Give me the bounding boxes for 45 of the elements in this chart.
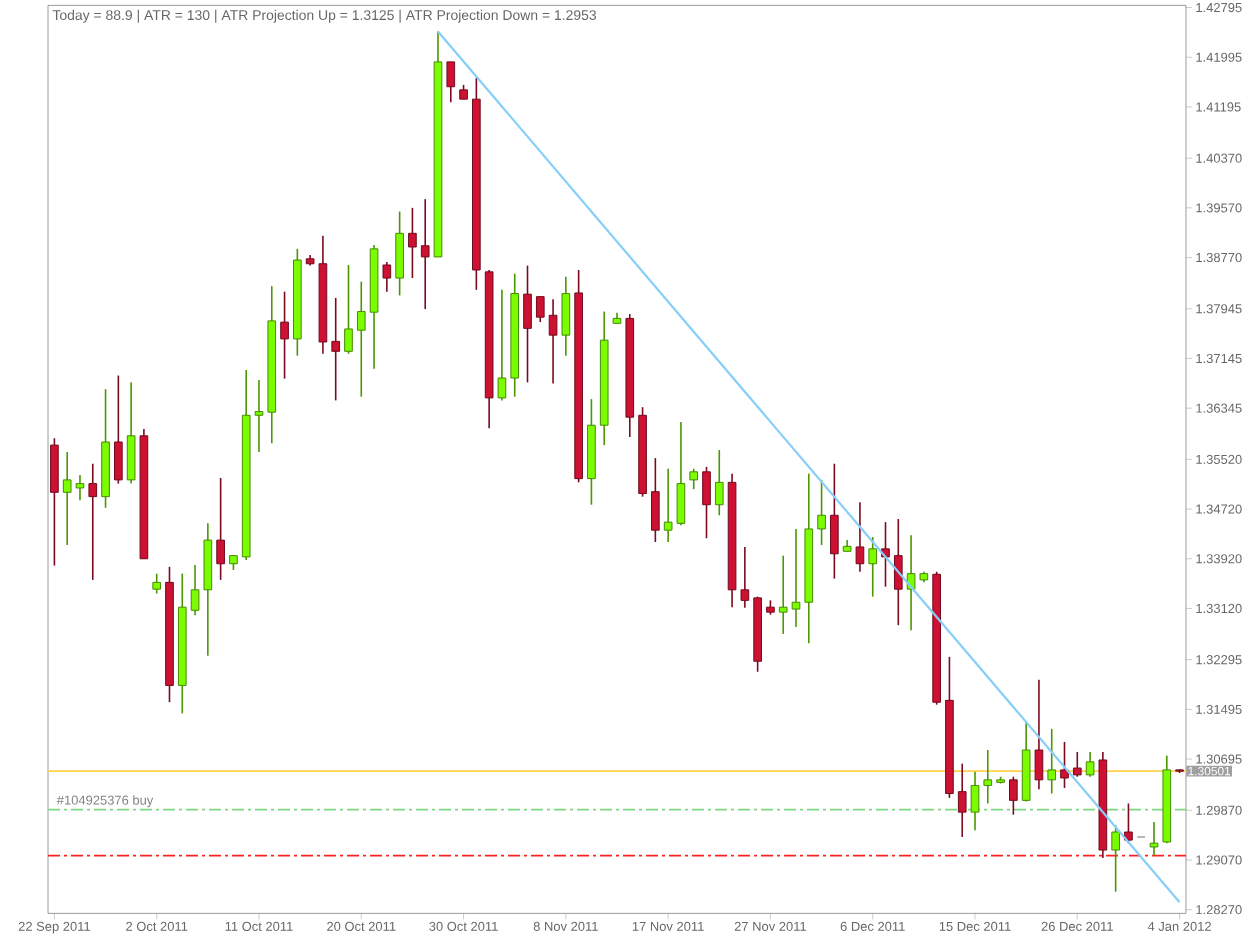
candlestick <box>893 518 903 627</box>
candlestick <box>702 466 711 540</box>
candlestick <box>817 479 826 547</box>
candlestick <box>88 463 98 581</box>
candlestick <box>957 763 967 839</box>
candlestick <box>881 521 890 588</box>
candlestick <box>408 207 417 280</box>
candlestick <box>1072 751 1082 778</box>
candlestick <box>970 771 980 832</box>
candlestick <box>254 379 264 454</box>
candlestick <box>50 437 59 567</box>
candlestick <box>689 468 699 491</box>
candlestick <box>1034 679 1044 791</box>
candlestick <box>420 198 430 311</box>
candlestick <box>152 573 162 595</box>
candlestick <box>114 375 123 485</box>
candlestick <box>1124 802 1133 845</box>
candlestick <box>1111 824 1120 893</box>
candlestick <box>1009 776 1018 816</box>
candlestick <box>868 536 878 598</box>
candlestick <box>983 749 993 805</box>
candlestick <box>714 449 724 517</box>
candlestick <box>523 265 532 384</box>
candlestick <box>1060 741 1069 790</box>
candlestick <box>561 276 571 357</box>
candlestick <box>548 298 558 385</box>
candlestick <box>382 261 392 293</box>
candlestick <box>395 211 404 297</box>
candlestick <box>126 381 136 485</box>
candlestick <box>830 463 839 580</box>
candlestick <box>855 501 865 573</box>
candlestick <box>1085 751 1095 778</box>
candlestick <box>216 477 225 581</box>
candlestick <box>331 297 341 402</box>
candlestick <box>778 555 788 636</box>
candlestick <box>446 61 456 104</box>
candlestick <box>497 289 507 402</box>
candlestick <box>535 296 545 324</box>
candlestick <box>280 291 289 380</box>
candlestick <box>651 457 660 544</box>
candlestick <box>344 264 353 355</box>
candlestick <box>356 281 366 398</box>
candlestick <box>791 528 801 629</box>
candlestick <box>1149 821 1159 857</box>
candlestick <box>1047 728 1057 795</box>
